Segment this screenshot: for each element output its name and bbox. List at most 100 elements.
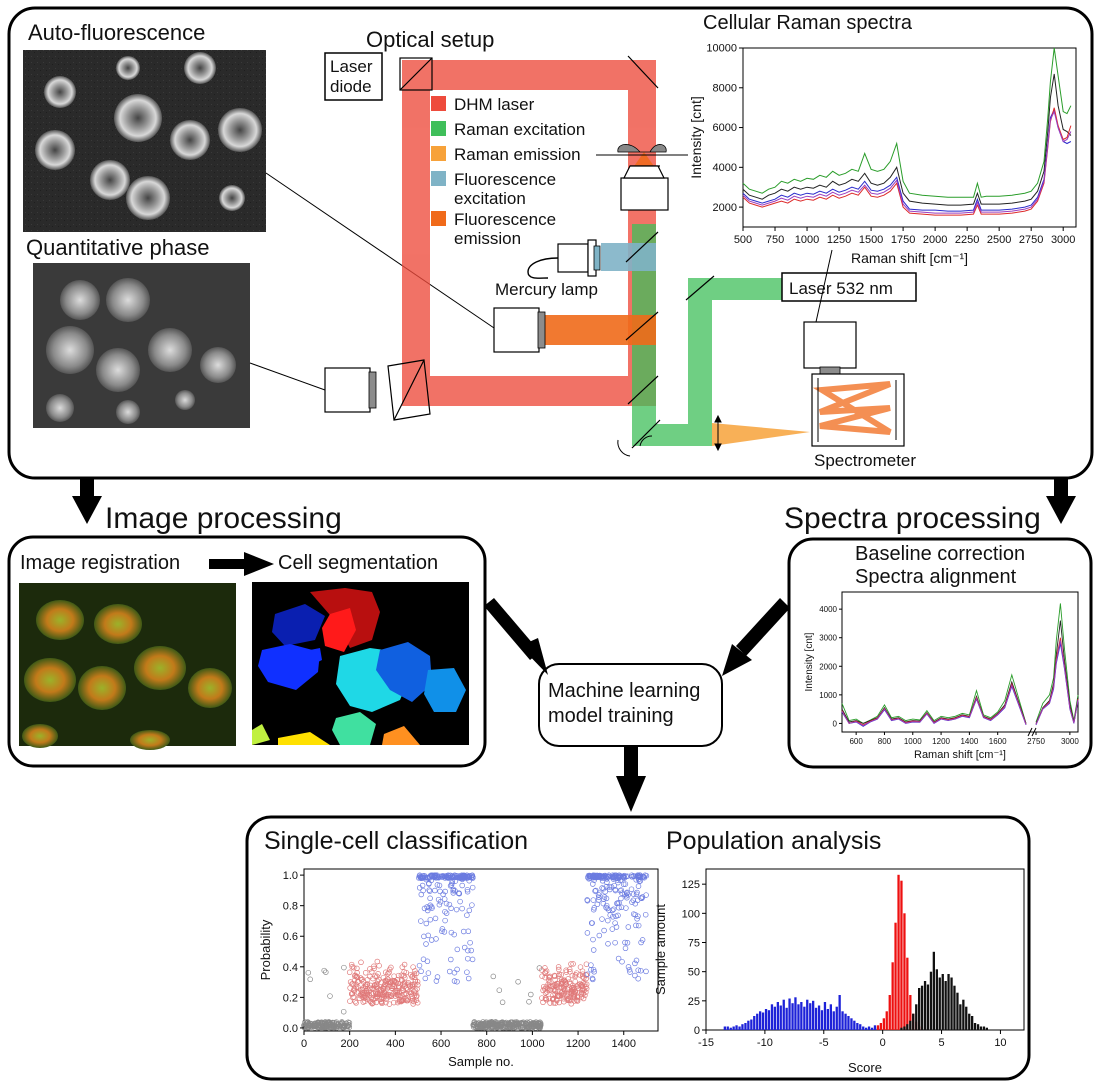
y-tick-label: 100 — [682, 908, 700, 920]
scatter-point — [427, 916, 434, 923]
histogram-bar — [853, 1020, 856, 1030]
scatter-point — [578, 982, 584, 989]
scatter-point — [427, 888, 433, 894]
histogram-bar — [879, 1023, 882, 1030]
scatter-point — [321, 1022, 327, 1029]
scatter-point — [622, 945, 629, 952]
scatter-point — [479, 1020, 485, 1027]
y-tick-label: 75 — [688, 938, 700, 950]
scatter-point — [422, 975, 429, 982]
scatter-point — [327, 993, 333, 999]
scatter-point — [539, 973, 545, 979]
scatter-point — [439, 873, 446, 879]
scatter-point — [634, 916, 640, 922]
scatter-point — [633, 922, 639, 929]
scatter-point — [429, 873, 435, 880]
plot-frame — [841, 591, 1079, 733]
connector-phase — [249, 362, 326, 391]
scatter-point — [391, 978, 397, 984]
scatter-point — [540, 983, 547, 990]
scatter-point — [636, 873, 642, 880]
scatter-point — [609, 907, 616, 914]
scatter-point — [377, 991, 383, 998]
scatter-point — [496, 987, 503, 993]
scatter-point — [530, 1024, 536, 1030]
histogram-bar — [850, 1018, 853, 1030]
scatter-point — [552, 1000, 559, 1006]
scatter-point — [613, 913, 619, 919]
scatter-point — [354, 965, 360, 972]
scatter-point — [465, 955, 471, 962]
scatter-point — [305, 969, 312, 976]
y-tick-label: 1000 — [819, 691, 837, 700]
scatter-point — [405, 987, 411, 993]
scatter-point — [363, 987, 370, 994]
x-tick-label: 1750 — [891, 234, 915, 246]
scatter-point — [313, 1022, 320, 1028]
histogram-bar — [959, 1004, 962, 1030]
scatter-point — [589, 975, 596, 982]
scatter-point — [612, 920, 618, 926]
scatter-point — [616, 900, 622, 906]
camera-fluorescence — [493, 307, 546, 353]
x-tick-label: 0 — [880, 1037, 886, 1049]
scatter-point — [619, 958, 625, 965]
scatter-point — [608, 884, 615, 890]
scatter-point — [358, 959, 364, 966]
scatter-point — [468, 874, 475, 881]
x-tick-label: 1200 — [566, 1038, 590, 1050]
y-tick-label: 25 — [688, 996, 700, 1008]
raman-emission-beam — [712, 423, 810, 446]
x-tick-label: 3000 — [1051, 234, 1075, 246]
scatter-point — [427, 902, 434, 909]
histogram-bar — [888, 995, 891, 1030]
y-tick-label: 10000 — [706, 43, 737, 55]
histogram-bar — [823, 1002, 827, 1030]
scatter-point — [372, 990, 379, 997]
scatter-point — [412, 990, 419, 997]
scatter-point — [360, 999, 367, 1005]
spectrometer-label: Spectrometer — [814, 451, 916, 470]
scatter-point — [459, 873, 466, 879]
x-tick-label: 800 — [878, 737, 892, 746]
scatter-point — [484, 1022, 491, 1028]
scatter-point — [471, 1019, 478, 1025]
scatter-point — [426, 887, 432, 893]
scatter-point — [622, 939, 628, 946]
scatter-point — [443, 910, 450, 916]
scatter-point — [572, 988, 578, 995]
scatter-point — [609, 926, 616, 932]
scatter-point — [563, 969, 570, 975]
histogram-bar — [947, 974, 950, 1030]
histogram-bar — [741, 1024, 744, 1030]
histogram-bar — [756, 1013, 759, 1030]
histogram-bar — [965, 1006, 968, 1030]
fluorescence-emission-beam — [544, 315, 656, 345]
scatter-point — [420, 887, 426, 894]
processed-plot: 0 1000 2000 3000 4000 600 800 1000 1200 1400 1600 2… — [804, 591, 1079, 761]
scatter-point — [452, 878, 459, 884]
scatter-point — [568, 997, 574, 1004]
mercury-lamp — [527, 239, 601, 279]
legend-swatch — [431, 171, 446, 186]
scatter-point — [552, 973, 558, 979]
scatter-point — [369, 985, 375, 992]
scatter-point — [518, 1020, 524, 1026]
histogram-bar — [797, 1004, 800, 1030]
histogram-bar — [785, 1007, 788, 1030]
arrow-to-image-processing — [72, 478, 102, 524]
scatter-point — [415, 982, 421, 988]
scatter-point — [627, 969, 633, 975]
scatter-point — [542, 970, 548, 977]
histogram-bar — [912, 1013, 915, 1030]
histogram-bar — [738, 1026, 741, 1030]
translation-indicator — [714, 414, 722, 452]
scatter-point — [537, 1021, 543, 1027]
y-tick-label: 8000 — [713, 82, 737, 94]
scatter-point — [441, 896, 448, 902]
quantitative-phase-title: Quantitative phase — [26, 235, 209, 260]
spectrum-line-0 — [742, 47, 1072, 198]
histogram-bar — [729, 1027, 732, 1030]
scatter-point — [528, 991, 534, 998]
